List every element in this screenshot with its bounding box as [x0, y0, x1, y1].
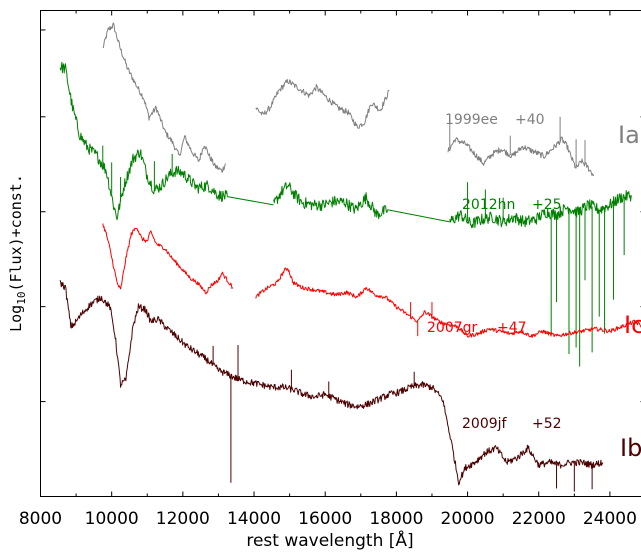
- spectrum-1: [59, 61, 632, 367]
- y-axis-ticks: [40, 29, 641, 403]
- spectrum-2: [102, 223, 641, 338]
- spectrum-segment: [447, 136, 595, 177]
- spectrum-segment: [273, 182, 388, 220]
- spectrum-phase-label: +40: [515, 112, 545, 128]
- x-tick-label: 18000: [369, 509, 423, 529]
- spectrum-3: [59, 279, 604, 492]
- x-tick-label: 24000: [583, 509, 637, 529]
- spectrum-name-label: 2009jf: [462, 416, 508, 432]
- x-tick-label: 14000: [227, 509, 281, 529]
- spectrum-phase-label: +47: [497, 320, 527, 336]
- spectrum-segment: [102, 22, 227, 173]
- spectrum-segment: [449, 190, 632, 229]
- x-tick-label: 10000: [85, 509, 139, 529]
- spectrum-0: [102, 22, 595, 177]
- x-tick-label: 8000: [19, 509, 62, 529]
- x-axis-ticks: 8000 10000 12000 14000 16000 18000 20000 22000 2…: [19, 10, 637, 529]
- spectrum-labels: 1999ee +40 Ia 2012hn +25 2007gr +47 Ic 2009jf +52…: [427, 112, 641, 462]
- spectrum-name-label: 2012hn: [462, 197, 515, 213]
- spectrum-phase-label: +52: [532, 416, 562, 432]
- y-axis-title: Log10(Flux)+const.: [7, 174, 28, 332]
- sn-type-label: Ib: [620, 434, 641, 462]
- spectrum-segment: [255, 267, 641, 338]
- spectrum-segment: [59, 279, 604, 486]
- spectrum-segment: [59, 61, 228, 221]
- spectrum-segment: [387, 209, 450, 223]
- spectrum-phase-label: +25: [532, 197, 562, 213]
- x-tick-label: 20000: [441, 509, 495, 529]
- spectrum-name-label: 1999ee: [445, 112, 498, 128]
- x-tick-label: 16000: [298, 509, 352, 529]
- sn-type-label: Ic: [624, 311, 641, 339]
- y-axis-title-prefix: Log: [7, 305, 25, 332]
- plot-lines: [59, 22, 641, 492]
- spectrum-segment: [255, 78, 390, 129]
- spectrum-segment: [227, 196, 274, 206]
- spectrum-segment: [102, 223, 234, 295]
- sn-type-label: Ia: [618, 121, 640, 149]
- x-tick-label: 12000: [156, 509, 210, 529]
- y-axis-title-subscript: 10: [15, 292, 28, 305]
- x-axis-title: rest wavelength [Å]: [246, 529, 413, 551]
- plot-frame: [40, 10, 641, 497]
- spectrum-name-label: 2007gr: [427, 320, 478, 336]
- x-tick-label: 22000: [512, 509, 566, 529]
- y-axis-title-suffix: (Flux)+const.: [7, 174, 25, 291]
